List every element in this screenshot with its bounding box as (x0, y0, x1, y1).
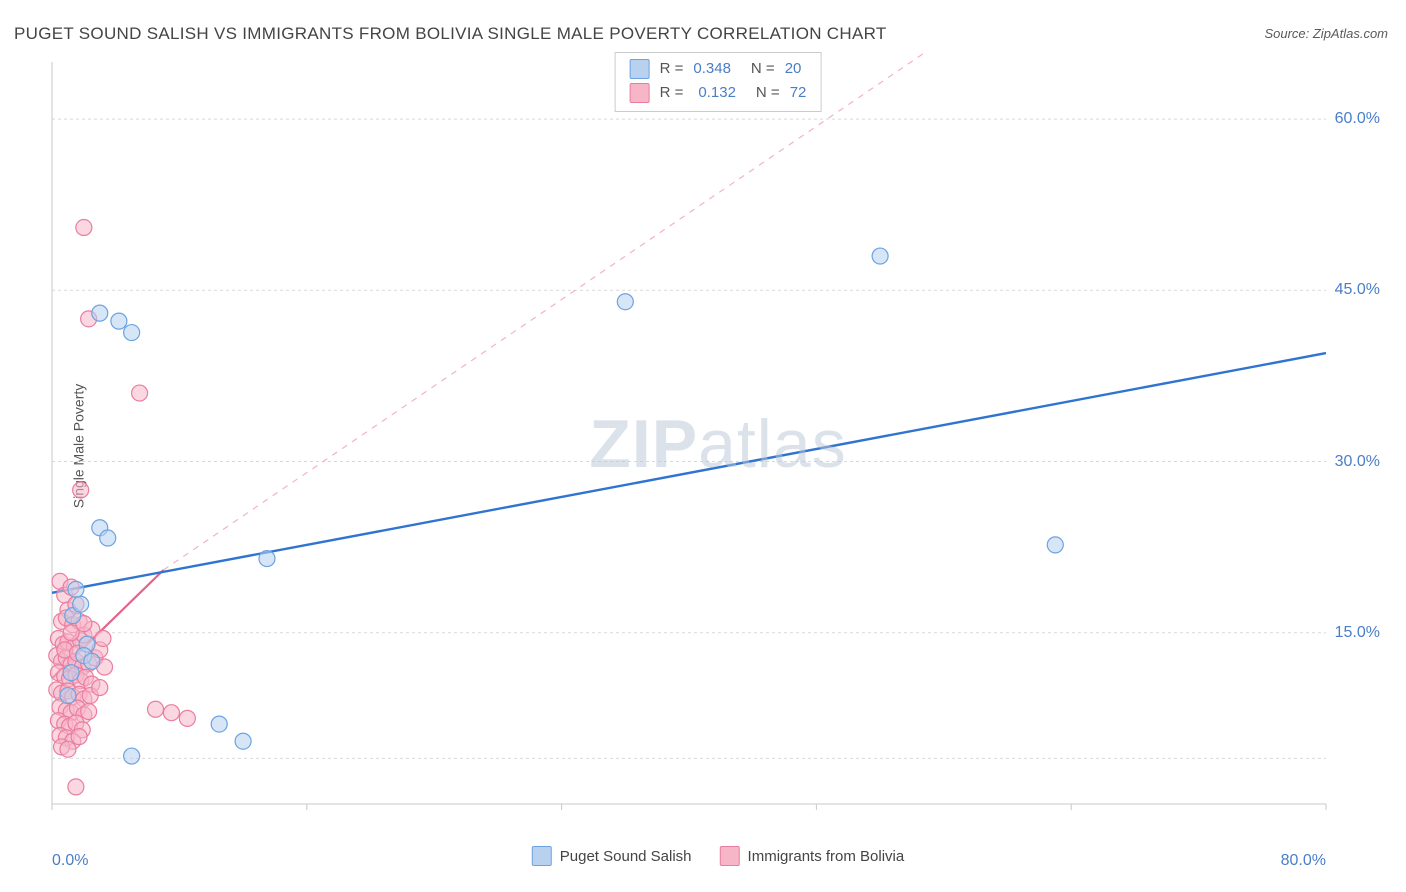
legend-item-1: Puget Sound Salish (532, 846, 692, 866)
legend-item-2: Immigrants from Bolivia (720, 846, 905, 866)
scatter-chart (50, 52, 1386, 836)
x-tick-label: 80.0% (1281, 852, 1326, 870)
swatch-blue (532, 846, 552, 866)
y-tick-label: 15.0% (1335, 624, 1380, 642)
y-tick-label: 45.0% (1335, 281, 1380, 299)
swatch-blue (630, 59, 650, 79)
stats-row-series-1: R = 0.348 N = 20 (630, 57, 807, 81)
swatch-pink (720, 846, 740, 866)
stats-legend: R = 0.348 N = 20 R = 0.132 N = 72 (615, 52, 822, 112)
plot-area: ZIPatlas R = 0.348 N = 20 R = 0.132 N = … (50, 52, 1386, 836)
swatch-pink (630, 83, 650, 103)
x-tick-label: 0.0% (52, 852, 88, 870)
source-label: Source: ZipAtlas.com (1264, 26, 1388, 41)
y-tick-label: 60.0% (1335, 110, 1380, 128)
stats-row-series-2: R = 0.132 N = 72 (630, 81, 807, 105)
chart-title: PUGET SOUND SALISH VS IMMIGRANTS FROM BO… (14, 24, 887, 44)
y-tick-label: 30.0% (1335, 453, 1380, 471)
bottom-legend: Puget Sound Salish Immigrants from Boliv… (532, 846, 904, 866)
